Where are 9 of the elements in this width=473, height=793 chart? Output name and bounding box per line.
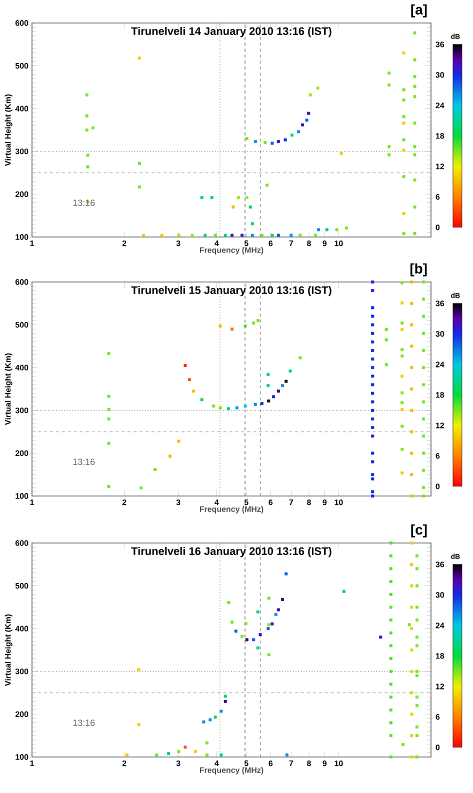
chart-title: Tirunelveli 15 January 2010 13:16 (IST): [131, 286, 332, 296]
text: [a]: [411, 4, 427, 18]
text: [b]: [410, 263, 427, 276]
text: [c]: [411, 524, 427, 538]
annotation: 13:16: [73, 720, 95, 726]
annotation: 13:16: [73, 458, 95, 465]
chart-title: Tirunelveli 16 January 2010 13:16 (IST): [131, 546, 332, 558]
annotation: 13:16: [73, 200, 95, 206]
chart-title: Tirunelveli 14 January 2010 13:16 (IST): [131, 26, 332, 38]
